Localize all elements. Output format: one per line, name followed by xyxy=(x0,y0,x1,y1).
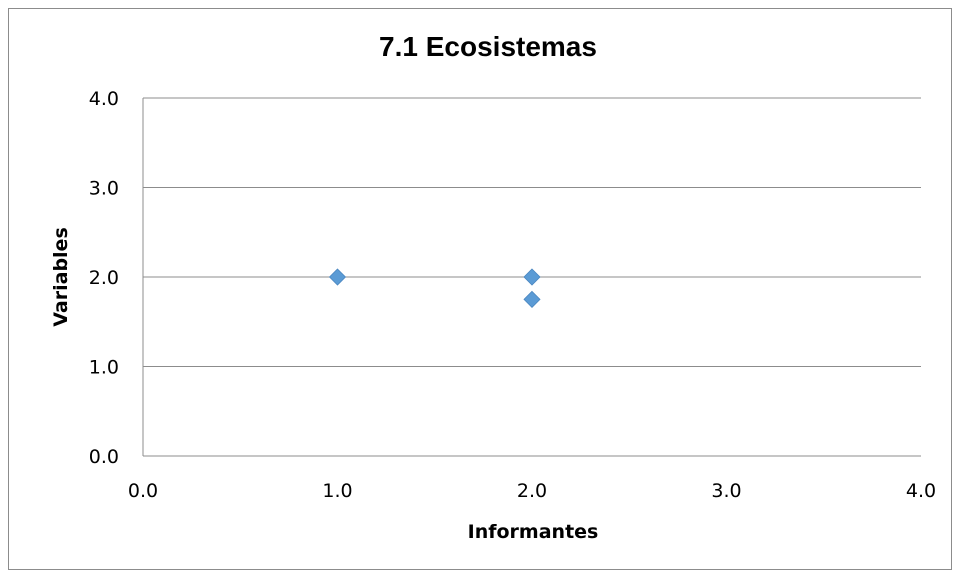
x-tick-label: 3.0 xyxy=(711,480,741,502)
y-tick-labels: 0.0 1.0 2.0 3.0 4.0 xyxy=(89,88,119,468)
y-tick-label: 0.0 xyxy=(89,446,119,468)
x-axis-title: Informantes xyxy=(468,521,599,543)
data-points xyxy=(328,268,541,308)
data-point xyxy=(523,290,541,308)
y-tick-label: 2.0 xyxy=(89,267,119,289)
chart-frame xyxy=(8,8,952,570)
data-point xyxy=(328,268,347,286)
y-axis-title: Variables xyxy=(50,227,72,327)
y-tick-label: 4.0 xyxy=(89,88,119,110)
x-tick-label: 4.0 xyxy=(906,480,936,502)
y-tick-label: 1.0 xyxy=(89,357,119,379)
data-point xyxy=(523,268,541,286)
axes xyxy=(142,98,921,457)
x-tick-label: 0.0 xyxy=(128,480,158,502)
gridlines xyxy=(143,97,921,367)
x-tick-label: 1.0 xyxy=(322,480,352,502)
x-tick-label: 2.0 xyxy=(517,480,547,502)
y-tick-label: 3.0 xyxy=(89,178,119,200)
chart-title: 7.1 Ecosistemas xyxy=(379,31,597,62)
x-tick-labels: 0.0 1.0 2.0 3.0 4.0 xyxy=(128,480,936,502)
